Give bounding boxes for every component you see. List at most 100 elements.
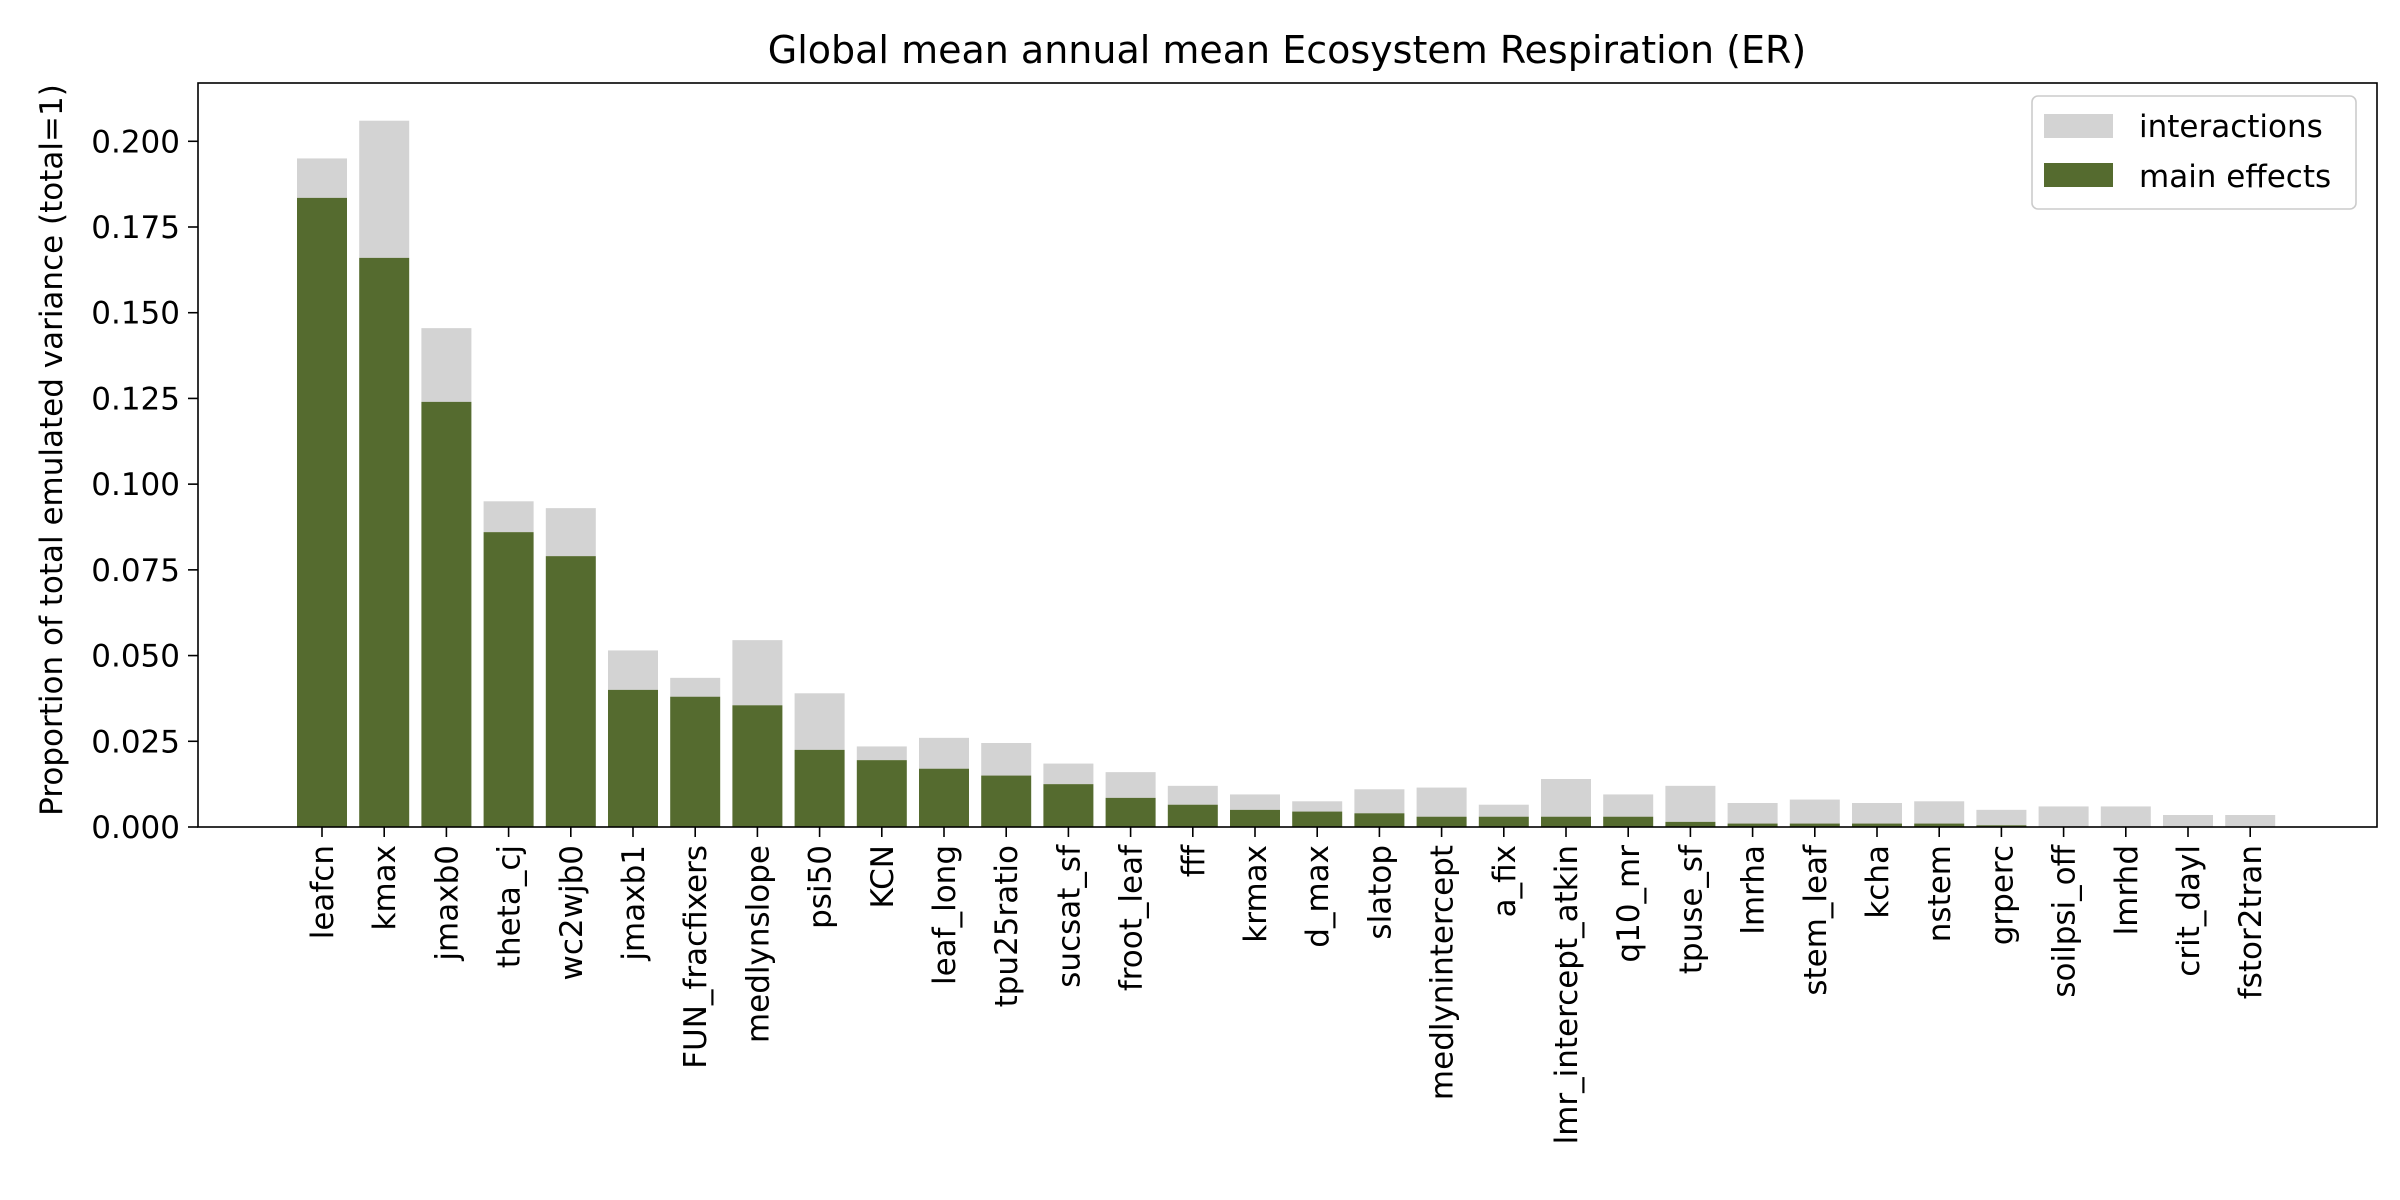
x-tick-label: kcha — [1860, 845, 1896, 919]
x-tick-label: kmax — [367, 845, 403, 931]
bar-main-effects-medlynslope — [732, 705, 783, 827]
bar-interactions-kcha — [1852, 803, 1902, 824]
bar-interactions-stem-leaf — [1789, 799, 1840, 824]
bar-main-effects-fff — [1167, 804, 1218, 827]
x-tick-label: fff — [1176, 844, 1212, 877]
bar-interactions-jmaxb0 — [421, 328, 472, 402]
legend: interactions main effects — [2031, 95, 2357, 210]
y-tick-label: 0.175 — [91, 210, 180, 246]
x-tick-label: stem_leaf — [1798, 844, 1834, 996]
x-tick-label: medlynslope — [740, 845, 776, 1043]
y-tick-label: 0.150 — [91, 296, 180, 332]
x-tick-label: tpuse_sf — [1673, 844, 1709, 974]
bar-interactions-psi50 — [794, 693, 845, 750]
bar-interactions-medlynintercept — [1416, 787, 1467, 817]
x-tick-label: a_fix — [1487, 845, 1523, 917]
y-tick-label: 0.075 — [91, 553, 180, 589]
bar-interactions-q10-mr — [1603, 794, 1654, 817]
bar-main-effects-kmax — [359, 257, 410, 827]
bar-main-effects-q10-mr — [1603, 816, 1654, 827]
bar-main-effects-sucsat-sf — [1043, 784, 1094, 827]
legend-label-main-effects: main effects — [2139, 159, 2331, 195]
bar-interactions-lmrha — [1727, 803, 1778, 824]
bar-interactions-fun-fracfixers — [670, 677, 721, 697]
bar-main-effects-kcha — [1852, 823, 1902, 827]
bar-interactions-lmr-intercept-atkin — [1541, 779, 1591, 817]
x-tick-label: tpu25ratio — [989, 845, 1025, 1007]
bar-main-effects-leaf-long — [919, 768, 969, 827]
bar-main-effects-froot-leaf — [1105, 797, 1156, 827]
bar-interactions-soilpsi-off — [2038, 806, 2089, 827]
bar-interactions-crit-dayl — [2163, 815, 2213, 827]
bar-interactions-jmaxb1 — [608, 650, 658, 690]
plot-frame — [197, 82, 2378, 828]
x-tick-label: nstem — [1922, 845, 1958, 942]
bar-main-effects-medlynintercept — [1416, 816, 1467, 827]
bar-interactions-fstor2tran — [2225, 815, 2276, 827]
bars-group — [297, 120, 2276, 827]
bar-main-effects-slatop — [1354, 813, 1405, 827]
x-tick-label: leaf_long — [927, 845, 963, 985]
bar-main-effects-a-fix — [1478, 816, 1529, 827]
x-tick-label: sucsat_sf — [1051, 844, 1087, 988]
y-tick-label: 0.025 — [91, 724, 180, 760]
x-tick-label: q10_mr — [1611, 845, 1647, 963]
bar-interactions-kmax — [359, 120, 410, 258]
bar-interactions-grperc — [1976, 809, 2027, 826]
bar-interactions-sucsat-sf — [1043, 763, 1094, 785]
bar-interactions-leaf-long — [919, 737, 969, 769]
x-tick-label: KCN — [865, 845, 901, 908]
y-tick-label: 0.200 — [91, 124, 180, 160]
bar-interactions-a-fix — [1478, 804, 1529, 817]
x-tick-label: slatop — [1362, 845, 1398, 940]
chart-title: Global mean annual mean Ecosystem Respir… — [768, 28, 1806, 72]
bar-main-effects-leafcn — [297, 197, 347, 827]
y-axis-label: Proportion of total emulated variance (t… — [34, 84, 70, 816]
x-tick-label: d_max — [1300, 845, 1336, 948]
x-tick-label: leafcn — [305, 845, 341, 939]
legend-label-interactions: interactions — [2139, 109, 2323, 145]
x-tick-label: soilpsi_off — [2047, 844, 2083, 997]
bar-interactions-tpu25ratio — [981, 743, 1032, 776]
x-tick-label: theta_cj — [492, 845, 528, 968]
bar-main-effects-lmr-intercept-atkin — [1541, 816, 1591, 827]
x-tick-label: jmaxb0 — [429, 845, 465, 962]
bar-main-effects-tpu25ratio — [981, 775, 1032, 827]
bar-main-effects-krmax — [1230, 809, 1280, 827]
bar-main-effects-wc2wjb0 — [545, 556, 596, 827]
x-tick-label: grperc — [1984, 845, 2020, 945]
bar-interactions-fff — [1167, 785, 1218, 805]
x-tick-label: FUN_fracfixers — [678, 845, 714, 1069]
legend-swatch-interactions — [2044, 114, 2113, 138]
bar-main-effects-stem-leaf — [1789, 823, 1840, 827]
bar-interactions-wc2wjb0 — [545, 508, 596, 557]
bar-main-effects-d-max — [1292, 811, 1343, 827]
bar-main-effects-tpuse-sf — [1665, 821, 1716, 827]
bar-interactions-tpuse-sf — [1665, 785, 1716, 822]
bar-interactions-slatop — [1354, 789, 1405, 814]
legend-swatch-main-effects — [2044, 163, 2113, 187]
y-ticks-group: 0.000 0.025 0.050 0.075 0.100 0.125 0.150 0.175… — [91, 124, 198, 846]
x-tick-label: fstor2tran — [2233, 845, 2269, 999]
x-tick-label: froot_leaf — [1114, 844, 1150, 991]
x-ticks-group: leafcn kmax jmaxb0 theta_cj wc2wjb0 jmaxb1 FUN… — [305, 827, 2269, 1144]
x-tick-label: psi50 — [803, 845, 839, 929]
y-tick-label: 0.000 — [91, 810, 180, 846]
bar-interactions-krmax — [1230, 794, 1280, 810]
bar-interactions-theta-cj — [483, 501, 534, 533]
bar-main-effects-fun-fracfixers — [670, 696, 721, 827]
x-tick-label: jmaxb1 — [616, 845, 652, 962]
bar-interactions-d-max — [1292, 801, 1343, 812]
y-tick-label: 0.050 — [91, 639, 180, 675]
x-tick-label: lmrhd — [2109, 845, 2145, 935]
bar-main-effects-jmaxb1 — [608, 689, 658, 827]
bar-interactions-nstem — [1914, 801, 1965, 824]
bar-main-effects-jmaxb0 — [421, 401, 472, 827]
bar-main-effects-kcn — [856, 760, 907, 827]
x-tick-label: krmax — [1238, 845, 1274, 943]
bar-interactions-leafcn — [297, 158, 347, 198]
bar-main-effects-grperc — [1976, 825, 2027, 827]
y-tick-label: 0.125 — [91, 381, 180, 417]
x-tick-label: lmrha — [1736, 845, 1772, 935]
